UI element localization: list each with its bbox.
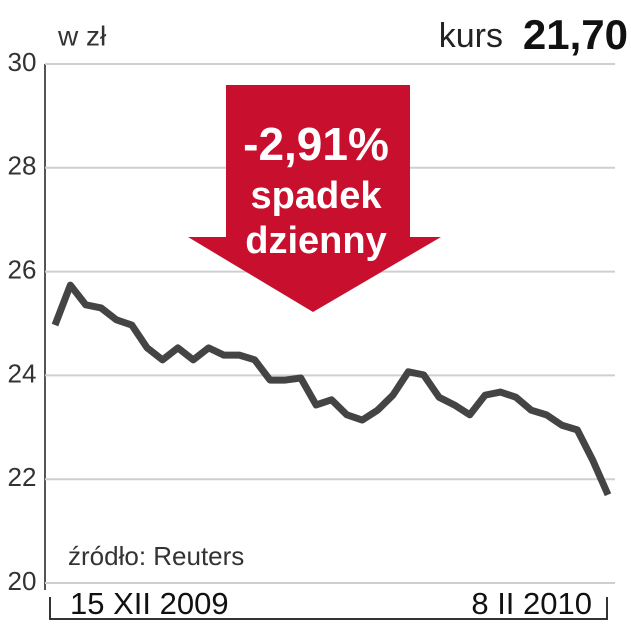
y-tick-label: 26 bbox=[8, 254, 37, 284]
headline-value: 21,70 bbox=[523, 11, 628, 58]
arrow-text: dzienny bbox=[245, 220, 386, 262]
line bbox=[51, 281, 612, 497]
arrow-text: -2,91% bbox=[243, 118, 389, 170]
y-tick-label: 30 bbox=[8, 47, 37, 77]
y-tick-label: 24 bbox=[8, 358, 37, 388]
headline-label: kurs bbox=[439, 17, 503, 55]
x-tick-label: 8 II 2010 bbox=[471, 586, 592, 621]
y-tick-label: 22 bbox=[8, 462, 37, 492]
x-tick-label: 15 XII 2009 bbox=[70, 586, 229, 621]
y-tick-label: 28 bbox=[8, 151, 37, 181]
arrow bbox=[188, 85, 441, 312]
arrow-text: spadek bbox=[251, 175, 383, 217]
unit-label: w zł bbox=[57, 20, 107, 51]
y-tick-label: 20 bbox=[8, 566, 37, 596]
x-axis-bracket bbox=[49, 597, 608, 620]
source: źródło: Reuters bbox=[68, 541, 244, 571]
